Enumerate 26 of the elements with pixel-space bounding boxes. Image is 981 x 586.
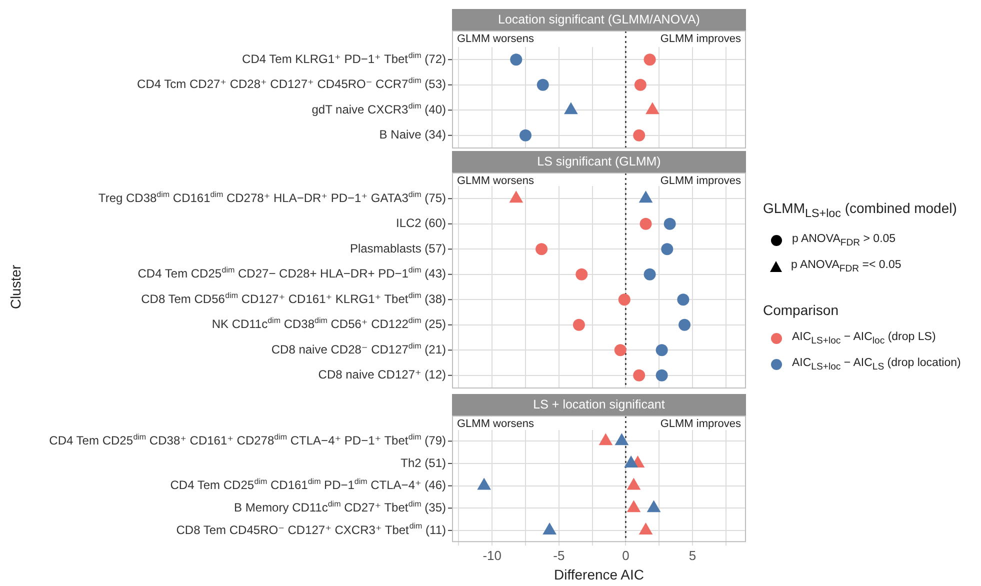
annotation: GLMM improves (660, 175, 742, 188)
y-tick-label: Plasmablasts (57) (350, 241, 446, 256)
y-tick-label: ILC2 (60) (396, 216, 446, 230)
y-tick-label: Th2 (51) (400, 456, 446, 470)
annotation: GLMM improves (660, 418, 742, 430)
text: p ANOVA$_{FDR}$ =< 0.05 (791, 259, 902, 274)
text: p ANOVA$_{FDR}$ > 0.05 (792, 233, 896, 248)
chart-title: Location significant (GLMM/ANOVA) (498, 12, 700, 26)
x-tick-label: 0 (622, 548, 630, 563)
text: GLMM improves (660, 33, 742, 46)
chart-title: LS significant (GLMM) (537, 154, 661, 168)
x-tick-label: -5 (553, 548, 565, 563)
x-axis-title: Difference AIC (554, 566, 644, 582)
annotation: GLMM worsens (457, 418, 535, 430)
x-tick-label: 5 (688, 548, 696, 563)
legend-label: AIC$_{LS+loc}$ − AIC$_{loc}$ (drop LS) (792, 331, 936, 346)
y-tick-label: B Naive (34) (379, 128, 446, 142)
x-tick-label: -10 (482, 548, 502, 563)
legend-title: Comparison (763, 302, 840, 318)
annotation: GLMM worsens (457, 175, 535, 188)
y-axis-title: Cluster (7, 264, 24, 310)
chart-title: LS + location significant (533, 397, 666, 412)
text: GLMM$_{LS+loc}$ (combined model) (763, 200, 958, 220)
text: GLMM worsens (457, 33, 535, 46)
y-tick-label: CD8 naive CD127⁺ (12) (318, 368, 446, 382)
legend-label: AIC$_{LS+loc}$ − AIC$_{LS}$ (drop location) (792, 357, 961, 372)
